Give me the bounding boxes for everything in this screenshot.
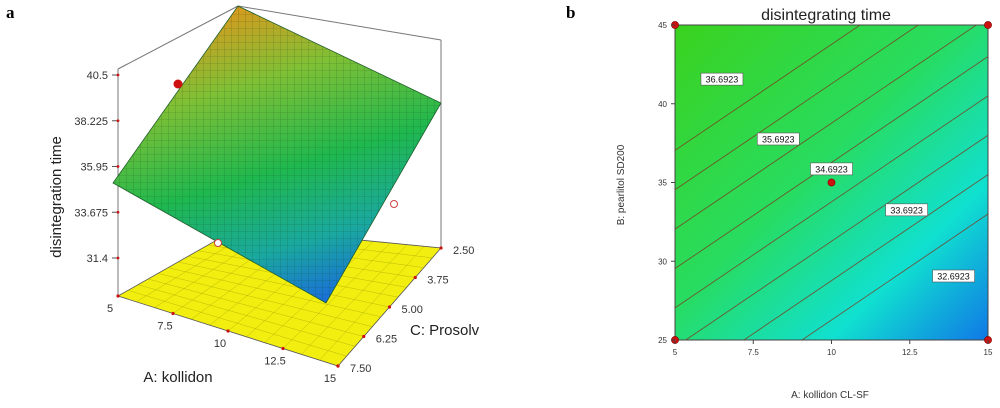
x-axis-label: A: kollidon <box>143 369 212 386</box>
x-tick-label: 12.5 <box>264 356 285 368</box>
y-tick-dot <box>362 334 366 339</box>
y-tick-label: 2.50 <box>453 245 474 257</box>
contour-label: 32.6923 <box>937 272 970 282</box>
response-surface-mesh <box>112 5 442 304</box>
contour-label-box <box>885 203 928 217</box>
contour-line <box>674 95 989 309</box>
contour-label: 34.6923 <box>815 164 848 174</box>
z-tick-dot <box>116 73 120 77</box>
design-point <box>173 79 183 89</box>
z-tick-dot <box>116 256 120 260</box>
contour-labels: 36.6923 35.6923 34.6923 33.6923 32.6923 <box>700 72 975 283</box>
contour-x-axis-label: A: kollidon CL-SF <box>791 390 869 401</box>
panel-a-label: a <box>6 3 15 22</box>
x-tick-label: 10 <box>827 348 836 357</box>
z-tick-label: 35.95 <box>80 162 108 174</box>
contour-label-box <box>700 72 744 86</box>
y-tick-label: 6.25 <box>376 334 397 346</box>
x-tick-dot <box>281 346 285 351</box>
z-tick-label: 40.5 <box>87 70 108 82</box>
design-points <box>671 21 992 344</box>
y-tick-label: 7.50 <box>350 363 371 375</box>
y-tick-label: 40 <box>658 100 667 109</box>
contour-label: 33.6923 <box>890 205 923 215</box>
y-tick-label: 25 <box>658 336 667 345</box>
z-axis-ticks: 31.4 33.675 35.95 38.225 40.5 <box>74 70 120 265</box>
contour-y-axis-label: B: pearlitol SD200 <box>616 144 627 225</box>
y-tick-label: 30 <box>658 257 667 266</box>
contour-line <box>674 24 919 191</box>
x-tick-label: 5 <box>673 348 678 357</box>
x-tick-label: 7.5 <box>748 348 760 357</box>
y-tick-dot <box>387 305 392 309</box>
z-tick-label: 33.675 <box>74 207 108 219</box>
design-point <box>390 200 398 208</box>
y-axis-ticks: 25 30 35 40 45 <box>658 21 675 345</box>
surface-plot: 31.4 33.675 35.95 38.225 40.5 5 7.5 10 12.5 15 2… <box>48 5 480 386</box>
back-top-edge-left <box>117 5 239 70</box>
z-tick-label: 31.4 <box>87 253 108 265</box>
x-tick-dot <box>226 329 230 333</box>
y-tick-dot <box>336 364 340 368</box>
design-point <box>214 239 222 247</box>
contour-line <box>743 174 989 341</box>
x-axis-ticks: 5 7.5 10 12.5 15 <box>673 340 993 357</box>
z-axis-label: disintegration time <box>48 136 65 258</box>
contour-line <box>674 24 977 230</box>
contour-label: 36.6923 <box>706 75 739 85</box>
z-tick-dot <box>116 210 120 214</box>
x-tick-label: 7.5 <box>157 321 172 333</box>
z-tick-dot <box>116 165 120 168</box>
panel-b-label: b <box>566 3 575 22</box>
z-tick-label: 38.225 <box>74 116 108 128</box>
x-tick-label: 15 <box>984 348 993 357</box>
y-tick-dot <box>413 275 417 280</box>
contour-line <box>801 213 989 341</box>
x-tick-label: 12.5 <box>902 348 918 357</box>
contour-label-box <box>810 162 853 176</box>
x-tick-label: 15 <box>324 373 336 385</box>
x-tick-label: 10 <box>214 338 226 350</box>
contour-line <box>674 24 861 151</box>
y-tick-label: 3.75 <box>427 275 448 287</box>
y-axis-ticks: 2.50 3.75 5.00 6.25 7.50 <box>336 245 474 375</box>
design-point <box>984 21 992 29</box>
x-tick-label: 5 <box>107 303 113 315</box>
contour-label-box <box>756 132 800 146</box>
y-tick-dot <box>439 246 443 250</box>
contour-plot: disintegrating time 36.6923 35.6923 34.692… <box>616 7 993 401</box>
design-point <box>827 178 836 187</box>
floor-grid-line <box>319 246 425 361</box>
y-axis-label: C: Prosolv <box>410 322 480 339</box>
y-tick-label: 35 <box>658 179 667 188</box>
x-tick-dot <box>116 294 120 298</box>
contour-title: disintegrating time <box>761 7 891 24</box>
contour-line <box>674 56 989 269</box>
contour-label-box <box>932 269 975 283</box>
z-tick-dot <box>116 119 120 123</box>
contour-line <box>685 134 989 341</box>
contour-label: 35.6923 <box>762 134 795 144</box>
back-top-edge-right <box>237 5 442 41</box>
x-tick-dot <box>171 311 175 316</box>
y-tick-label: 45 <box>658 21 667 30</box>
x-axis-ticks: 5 7.5 10 12.5 15 <box>107 294 340 385</box>
contour-lines <box>674 24 989 341</box>
y-tick-label: 5.00 <box>402 304 423 316</box>
